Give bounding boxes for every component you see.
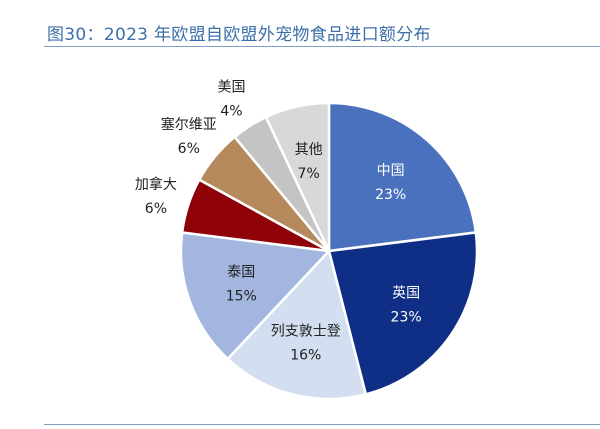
slice-value-label: 4% (220, 103, 242, 119)
chart-title: 图30：2023 年欧盟自欧盟外宠物食品进口额分布 (47, 25, 431, 45)
slice-value-label: 7% (298, 166, 320, 182)
slice-label: 中国 (377, 163, 405, 179)
pie-slice-4 (179, 231, 332, 361)
slice-label: 加拿大 (135, 176, 177, 193)
slice-value-label: 16% (290, 347, 321, 363)
slice-value-label: 15% (226, 289, 257, 305)
slice-value-label: 23% (375, 187, 406, 203)
slice-value-label: 23% (391, 309, 422, 325)
slice-label: 其他 (295, 142, 323, 158)
pie-slice-8 (264, 101, 331, 252)
pie-slice-3 (225, 248, 368, 401)
slice-label: 列支敦士登 (271, 323, 341, 339)
slice-value-label: 6% (178, 141, 200, 157)
slice-label: 美国 (217, 79, 245, 95)
slice-label: 泰国 (227, 265, 255, 281)
slice-label: 塞尔维亚 (161, 116, 217, 133)
pie-slice-2 (327, 231, 479, 396)
pie-slice-1 (327, 101, 478, 253)
slice-label: 英国 (392, 284, 420, 301)
title-underline (44, 46, 600, 47)
slice-value-label: 6% (145, 201, 167, 217)
bottom-rule (44, 424, 600, 425)
